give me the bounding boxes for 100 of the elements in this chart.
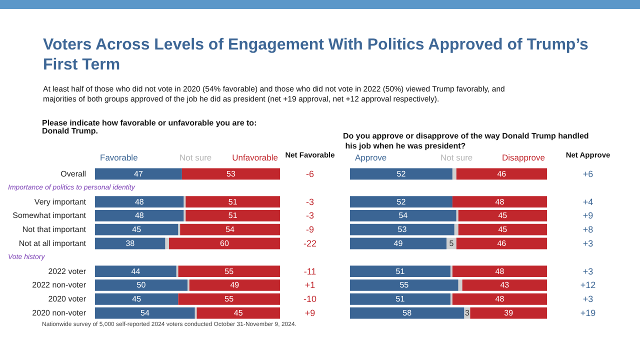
bar [180,224,280,236]
bar [458,210,547,222]
text: +9 [582,210,594,221]
data-label: 43 [500,280,510,290]
bar [456,238,547,250]
text: +3 [582,294,594,304]
bar [196,307,280,319]
data-label: 48 [495,294,505,304]
text: +19 [580,308,596,318]
bar [95,307,195,319]
text: +3 [582,238,594,248]
data-label: 51 [228,197,238,206]
series-label: Approve [355,152,387,162]
bar [454,224,458,236]
bar [350,266,450,278]
y-tick-label: Not at all important [18,239,87,248]
bar [452,293,547,305]
data-label: 50 [136,280,146,290]
data-label: 51 [396,266,406,276]
data-label: 47 [134,169,144,178]
data-label: 48 [134,197,144,206]
bar [462,280,547,291]
bar [452,266,547,278]
bar [178,266,280,278]
y-tick-label: 2022 non-voter [32,280,86,290]
data-label: 58 [402,308,412,318]
bar [178,293,280,305]
data-label: 44 [131,266,141,276]
bar [350,307,464,319]
bar [350,293,450,305]
text: Not sure [180,152,212,162]
text: -3 [306,210,314,221]
data-label: 51 [396,294,406,304]
text: +8 [582,224,594,235]
data-label: 54 [398,211,408,220]
data-label: 53 [398,225,408,234]
data-label: 52 [396,197,406,206]
text: +12 [580,280,596,290]
bar [189,280,280,291]
y-tick-label: Not that important [22,225,87,234]
data-label: 45 [234,308,244,318]
text: -9 [306,224,314,235]
bar [95,196,184,208]
data-label: 46 [497,239,507,248]
series-label: Not sure [440,152,473,162]
bar [350,210,456,222]
bar [165,238,169,250]
bar [452,196,547,208]
bar [456,168,547,180]
text: +1 [304,280,316,290]
data-label: 45 [498,211,508,220]
data-label: 55 [224,294,234,304]
bar [470,307,547,319]
text: Voters Across Levels of Engagement With Politics Approved of Trump’s First Term [43,36,593,74]
text: +3 [582,266,594,276]
bar [95,280,188,291]
bar [458,224,547,236]
bar [182,168,280,180]
bar [95,266,176,278]
series-label: Disapprove [502,152,546,162]
bar [350,238,447,250]
data-label: 49 [394,239,404,248]
bar [95,293,178,305]
data-label: 39 [504,308,514,318]
data-label: 48 [134,211,144,220]
data-label: 49 [230,280,240,290]
bar [169,238,280,250]
bar [350,224,454,236]
bar [452,168,456,180]
data-label: 45 [132,294,142,304]
data-label: 55 [224,266,234,276]
bar [186,210,280,222]
text: Please indicate how favorable or unfavorable you are to: Donald Trump. [42,118,259,136]
chart-title: Do you approve or disapprove of the way Donald Trump handled his job when he was president? [343,132,589,150]
series-label: Unfavorable [232,152,278,162]
y-tick-label: 2020 voter [48,294,86,304]
data-label: 53 [226,169,236,178]
text: -10 [303,294,317,304]
y-tick-label: Somewhat important [12,211,87,220]
y-tick-label: 2022 voter [48,266,86,276]
y-tick-label: 2020 non-voter [32,308,86,318]
text: -3 [306,196,314,207]
text: +9 [304,308,316,318]
data-label: 60 [220,239,230,248]
data-label: 45 [498,225,508,234]
text: -6 [306,168,314,179]
bar [95,224,178,236]
data-label: 54 [226,225,236,234]
bar [350,168,452,180]
bar [350,280,458,291]
data-label: 45 [132,225,142,234]
data-label: 48 [495,266,505,276]
bar [186,196,280,208]
data-label: 38 [126,239,136,248]
bar [95,210,184,222]
data-label: 48 [495,197,505,206]
data-label: 55 [400,280,410,290]
text: +4 [582,196,594,207]
data-label: 3 [464,308,470,318]
data-label: 54 [140,308,150,318]
